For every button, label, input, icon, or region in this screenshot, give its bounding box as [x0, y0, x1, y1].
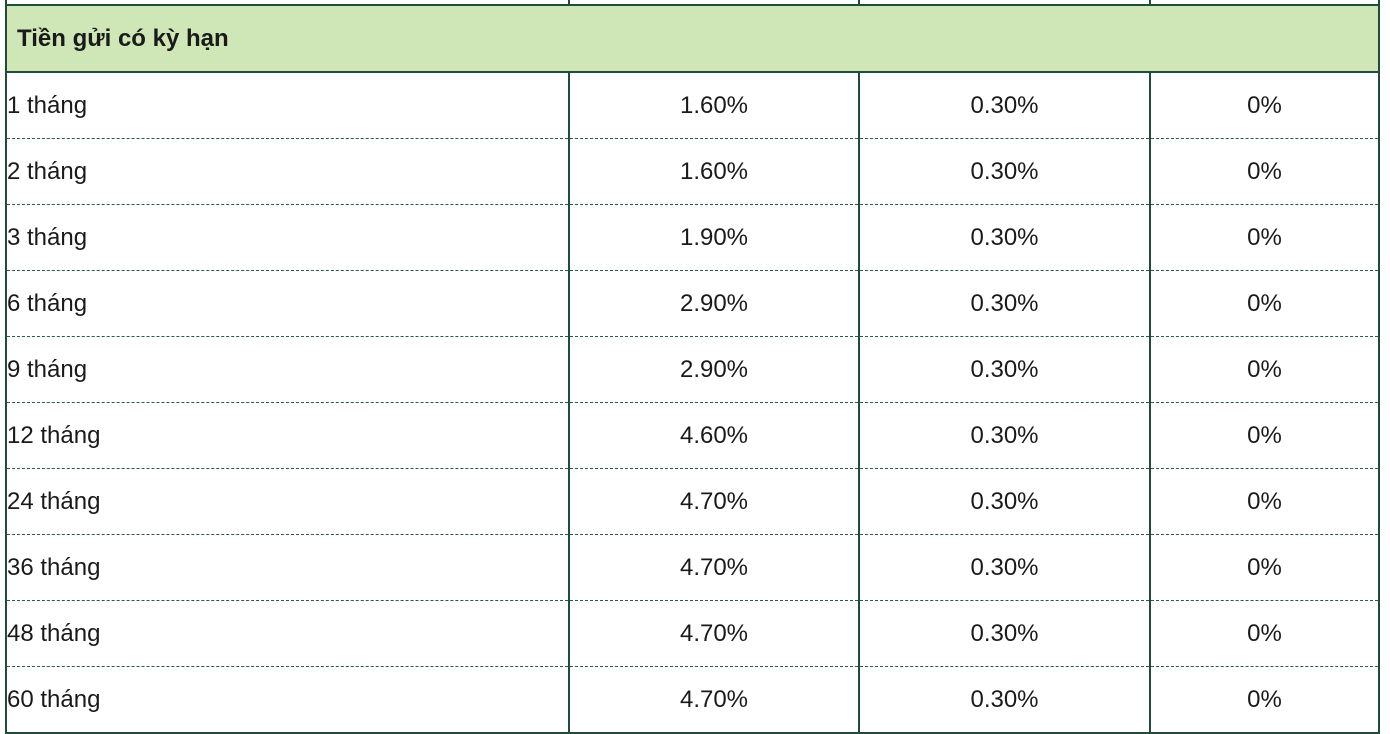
rate-cell: 4.70% — [568, 534, 860, 601]
term-cell: 48 tháng — [5, 600, 570, 667]
rate-cell: 0.30% — [858, 534, 1151, 601]
rate-cell: 1.60% — [568, 138, 860, 205]
rate-cell: 0.30% — [858, 402, 1151, 469]
rate-cell: 0% — [1149, 204, 1380, 271]
rate-cell: 0% — [1149, 138, 1380, 205]
rate-cell: 0.30% — [858, 336, 1151, 403]
rate-cell: 0% — [1149, 600, 1380, 667]
rate-cell: 4.60% — [568, 402, 860, 469]
table-row: 3 tháng 1.90% 0.30% 0% — [5, 204, 1380, 271]
rate-cell: 0.30% — [858, 204, 1151, 271]
table-row: 48 tháng 4.70% 0.30% 0% — [5, 600, 1380, 667]
rate-cell: 4.70% — [568, 468, 860, 535]
term-cell: 2 tháng — [5, 138, 570, 205]
table-row-top-edge — [5, 0, 1380, 6]
table-row: 6 tháng 2.90% 0.30% 0% — [5, 270, 1380, 337]
rate-cell: 0.30% — [858, 468, 1151, 535]
rate-cell: 0% — [1149, 72, 1380, 139]
term-cell: 36 tháng — [5, 534, 570, 601]
term-cell: 24 tháng — [5, 468, 570, 535]
rate-cell: 0.30% — [858, 138, 1151, 205]
rate-cell: 1.60% — [568, 72, 860, 139]
rate-cell: 4.70% — [568, 666, 860, 734]
interest-rate-table: Tiền gửi có kỳ hạn 1 tháng 1.60% 0.30% 0… — [5, 0, 1380, 734]
term-cell: 1 tháng — [5, 72, 570, 139]
rate-cell: 0% — [1149, 666, 1380, 734]
table-row: 36 tháng 4.70% 0.30% 0% — [5, 534, 1380, 601]
term-cell: 6 tháng — [5, 270, 570, 337]
table-row: 2 tháng 1.60% 0.30% 0% — [5, 138, 1380, 205]
term-cell: 9 tháng — [5, 336, 570, 403]
section-header-row: Tiền gửi có kỳ hạn — [5, 5, 1380, 73]
rate-cell: 0% — [1149, 468, 1380, 535]
table-row: 9 tháng 2.90% 0.30% 0% — [5, 336, 1380, 403]
rate-cell: 0% — [1149, 534, 1380, 601]
rate-cell: 0% — [1149, 336, 1380, 403]
section-title: Tiền gửi có kỳ hạn — [5, 5, 1380, 73]
rate-cell: 1.90% — [568, 204, 860, 271]
rate-cell: 0.30% — [858, 72, 1151, 139]
rate-cell: 2.90% — [568, 270, 860, 337]
term-cell: 3 tháng — [5, 204, 570, 271]
term-cell: 12 tháng — [5, 402, 570, 469]
rate-cell: 0% — [1149, 402, 1380, 469]
rate-cell: 2.90% — [568, 336, 860, 403]
rate-cell: 0.30% — [858, 666, 1151, 734]
table-row: 24 tháng 4.70% 0.30% 0% — [5, 468, 1380, 535]
table-row: 60 tháng 4.70% 0.30% 0% — [5, 666, 1380, 734]
table-row: 12 tháng 4.60% 0.30% 0% — [5, 402, 1380, 469]
rate-cell: 4.70% — [568, 600, 860, 667]
rate-cell: 0% — [1149, 270, 1380, 337]
term-cell: 60 tháng — [5, 666, 570, 734]
table-row: 1 tháng 1.60% 0.30% 0% — [5, 72, 1380, 139]
rate-cell: 0.30% — [858, 270, 1151, 337]
rate-cell: 0.30% — [858, 600, 1151, 667]
